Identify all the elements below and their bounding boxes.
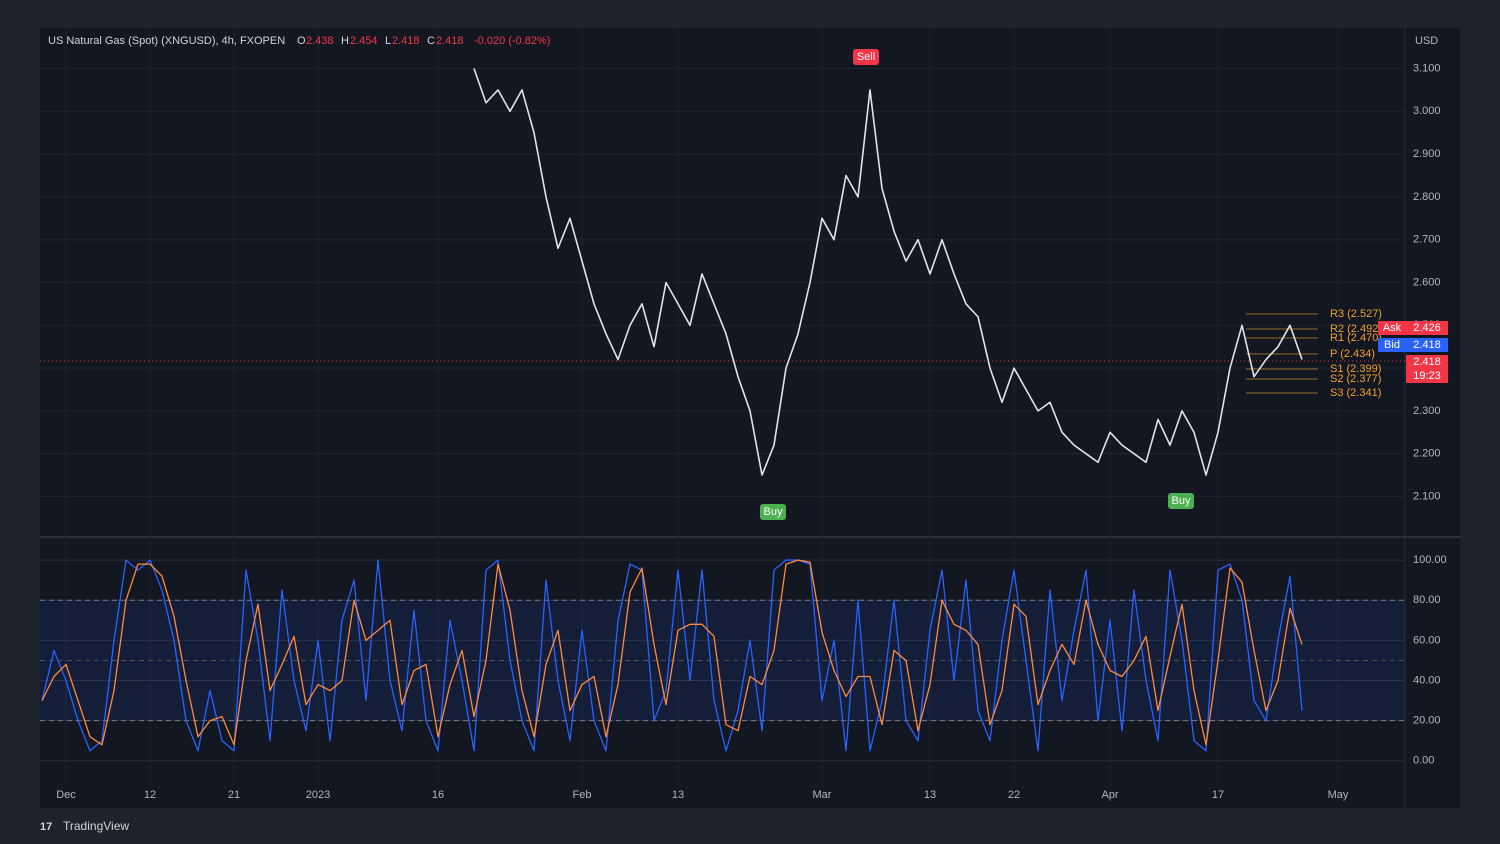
x-tick-label: 16 [432,789,444,801]
x-tick-label: 13 [924,789,936,801]
y-tick-label: 80.00 [1413,594,1441,606]
signal-badge [760,504,786,520]
signal-label: Buy [1172,495,1191,507]
x-tick-label: Apr [1101,789,1118,801]
signal-badge [1168,493,1194,509]
x-tick-label: 17 [1212,789,1224,801]
pivot-label: P (2.434) [1330,348,1375,360]
x-tick-label: 22 [1008,789,1020,801]
pivot-label: R3 (2.527) [1330,308,1382,320]
y-tick-label: 2.100 [1413,490,1441,502]
x-tick-label: 21 [228,789,240,801]
y-tick-label: 2.600 [1413,276,1441,288]
price-tag-box [1406,369,1448,383]
price-tag-box [1378,321,1406,335]
low: 2.418 [392,35,420,47]
price-tag: 2.418 [1413,356,1441,368]
price-tag-box [1406,321,1448,335]
close: 2.418 [436,35,464,47]
y-tick-label: 2.200 [1413,448,1441,460]
currency: USD [1415,35,1438,47]
high: 2.454 [350,35,378,47]
open: 2.438 [306,35,334,47]
labels: US Natural Gas (Spot) (XNGUSD), 4h, FXOP… [40,35,1448,833]
x-tick-label: Dec [56,789,76,801]
symbol: US Natural Gas (Spot) (XNGUSD), 4h, FXOP… [48,35,285,47]
y-tick-label: 2.900 [1413,148,1441,160]
y-tick-label: 20.00 [1413,715,1441,727]
x-tick-label: 2023 [306,789,330,801]
pivot-label: S2 (2.377) [1330,373,1381,385]
pivot-label: S3 (2.341) [1330,387,1381,399]
x-tick-label: Mar [813,789,832,801]
x-tick-label: Feb [573,789,592,801]
price-line [473,68,1303,476]
pivot-label: R1 (2.470) [1330,332,1382,344]
plot [41,68,1303,752]
high-label: H [341,35,349,47]
signal-label: Sell [857,51,875,63]
price-tag: 19:23 [1413,370,1441,382]
y-tick-label: 2.800 [1413,191,1441,203]
price-tag: Bid [1384,339,1400,351]
pivot-label: R2 (2.492) [1330,323,1382,335]
y-tick-label: 3.000 [1413,105,1441,117]
y-tick-label: 0.00 [1413,755,1434,767]
price-tag: 2.426 [1413,322,1441,334]
oscillator-line [41,559,1303,746]
x-tick-label: 12 [144,789,156,801]
price-tag: Ask [1383,322,1402,334]
y-tick-label: 3.100 [1413,62,1441,74]
y-tick-label: 2.300 [1413,405,1441,417]
change: -0.020 (-0.82%) [474,35,550,47]
oscillator-line [41,559,1303,752]
signal-badge [853,49,879,65]
price-tag: 2.418 [1413,339,1441,351]
y-tick-label: 2.700 [1413,234,1441,246]
close-label: C [427,35,435,47]
open-label: O [297,35,306,47]
signal-label: Buy [764,506,783,518]
price-tag-box [1378,338,1406,352]
low-label: L [385,35,391,47]
pivot-label: S1 (2.399) [1330,363,1381,375]
brand-logo: 17 [40,821,52,833]
y-tick-label: 40.00 [1413,674,1441,686]
y-tick-label: 100.00 [1413,554,1447,566]
x-tick-label: May [1328,789,1349,801]
y-tick-label: 60.00 [1413,634,1441,646]
x-tick-label: 13 [672,789,684,801]
price-tag-box [1406,355,1448,369]
price-tag-box [1406,338,1448,352]
brand: TradingView [63,819,129,833]
